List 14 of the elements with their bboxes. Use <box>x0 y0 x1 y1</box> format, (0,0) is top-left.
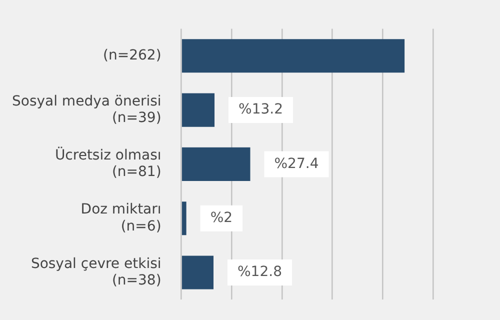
bar <box>182 147 250 181</box>
y-tick-label: (n=262) <box>103 48 162 64</box>
bar <box>182 93 215 127</box>
data-label: %2 <box>210 210 233 226</box>
bar <box>182 256 214 290</box>
data-label: %12.8 <box>238 264 282 280</box>
y-tick-label: Doz miktarı (n=6) <box>80 202 162 234</box>
bar <box>182 202 186 236</box>
data-label: %27.4 <box>274 156 319 172</box>
y-tick-label: Ücretsiz olması (n=81) <box>54 146 162 180</box>
data-label: %13.2 <box>238 102 283 118</box>
y-tick-label: Sosyal çevre etkisi (n=38) <box>30 256 162 289</box>
bar <box>182 39 405 73</box>
y-tick-label: Sosyal medya önerisi (n=39) <box>12 93 162 126</box>
